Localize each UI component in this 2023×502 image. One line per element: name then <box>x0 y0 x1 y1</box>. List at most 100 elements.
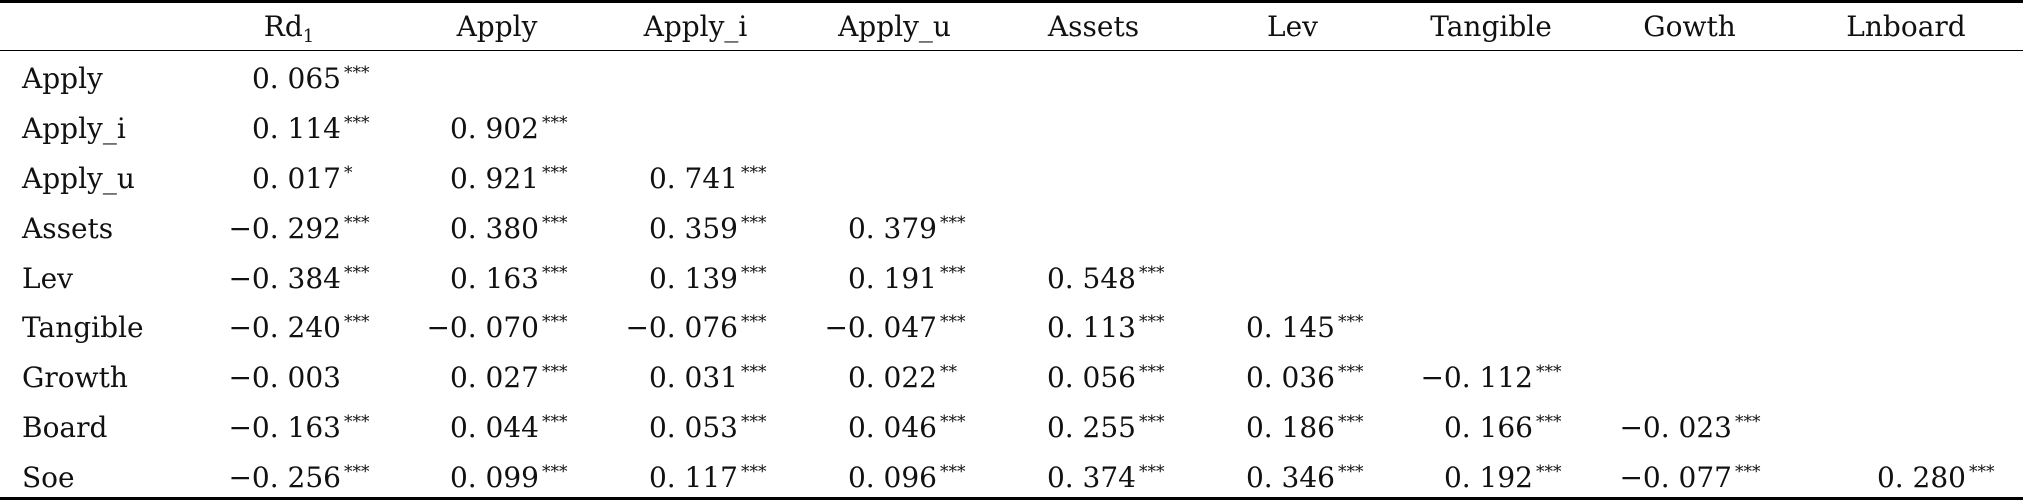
significance-stars: *** <box>344 212 370 233</box>
significance-stars: *** <box>1536 461 1562 482</box>
correlation-cell: 0. 548 *** <box>994 253 1193 303</box>
significance-stars: *** <box>344 63 370 84</box>
correlation-cell: 0. 186 *** <box>1193 403 1392 453</box>
correlation-cell: 0. 114 *** <box>180 104 398 154</box>
significance-stars: *** <box>344 461 370 482</box>
coefficient-value: −0. 256 <box>228 460 341 494</box>
correlation-cell: −0. 070 *** <box>398 303 596 353</box>
coefficient-value: 0. 046 <box>847 410 937 444</box>
coefficient-value: 0. 280 <box>1876 460 1966 494</box>
row-label: Apply_u <box>22 161 135 195</box>
significance-stars: *** <box>344 411 370 432</box>
empty-cell <box>1193 104 1392 154</box>
row-label: Assets <box>22 211 114 245</box>
table-row: Assets −0. 292 *** 0. 380 *** 0. 359 *** 0. 379… <box>0 203 2023 253</box>
correlation-cell: 0. 117 *** <box>596 452 795 502</box>
significance-stars: *** <box>542 411 568 432</box>
coefficient-value: 0. 027 <box>449 361 539 395</box>
header-corner <box>0 3 180 50</box>
table-row: Board −0. 163 *** 0. 044 *** 0. 053 *** 0. 046 *… <box>0 403 2023 453</box>
significance-stars: *** <box>1338 362 1364 383</box>
correlation-cell: 0. 096 *** <box>795 452 994 502</box>
significance-stars: *** <box>542 262 568 283</box>
significance-stars: *** <box>1338 461 1364 482</box>
coefficient-value: 0. 192 <box>1443 460 1533 494</box>
header-cell: Apply_u <box>838 10 951 43</box>
empty-cell <box>1789 50 2023 104</box>
correlation-cell: 0. 031 *** <box>596 353 795 403</box>
significance-stars: *** <box>1536 411 1562 432</box>
coefficient-value: 0. 163 <box>449 261 539 295</box>
correlation-cell: 0. 139 *** <box>596 253 795 303</box>
coefficient-value: 0. 255 <box>1046 410 1136 444</box>
significance-stars: *** <box>344 113 370 134</box>
correlation-cell: 0. 036 *** <box>1193 353 1392 403</box>
empty-cell <box>1789 154 2023 204</box>
header-subscript: 1 <box>302 26 315 47</box>
significance-stars: *** <box>741 461 767 482</box>
empty-cell <box>1590 104 1789 154</box>
coefficient-value: 0. 921 <box>449 161 539 195</box>
correlation-cell: −0. 023 *** <box>1590 403 1789 453</box>
empty-cell <box>795 50 994 104</box>
significance-stars: *** <box>542 212 568 233</box>
correlation-cell: 0. 166 *** <box>1392 403 1590 453</box>
empty-cell <box>994 203 1193 253</box>
correlation-cell: 0. 027 *** <box>398 353 596 403</box>
empty-cell <box>1789 104 2023 154</box>
empty-cell <box>1392 253 1590 303</box>
coefficient-value: 0. 113 <box>1046 311 1136 345</box>
table-top-rule <box>0 0 2023 3</box>
coefficient-value: −0. 112 <box>1420 361 1533 395</box>
empty-cell <box>795 154 994 204</box>
correlation-cell: −0. 112 *** <box>1392 353 1590 403</box>
significance-stars: *** <box>542 113 568 134</box>
table-body: Apply 0. 065 *** Apply_i 0. 114 *** 0. 902 *** A… <box>0 50 2023 502</box>
coefficient-value: 0. 031 <box>648 361 738 395</box>
coefficient-value: −0. 240 <box>228 311 341 345</box>
empty-cell <box>1590 253 1789 303</box>
empty-cell <box>1392 154 1590 204</box>
significance-stars: *** <box>741 262 767 283</box>
correlation-cell: 0. 380 *** <box>398 203 596 253</box>
correlation-cell: 0. 145 *** <box>1193 303 1392 353</box>
header-cell: Apply_i <box>643 10 748 43</box>
significance-stars: *** <box>1338 411 1364 432</box>
empty-cell <box>1392 203 1590 253</box>
coefficient-value: −0. 077 <box>1619 460 1732 494</box>
significance-stars: *** <box>940 212 966 233</box>
significance-stars: *** <box>741 411 767 432</box>
correlation-cell: 0. 022 ** <box>795 353 994 403</box>
empty-cell <box>1590 303 1789 353</box>
coefficient-value: 0. 902 <box>449 112 539 146</box>
correlation-cell: 0. 053 *** <box>596 403 795 453</box>
significance-stars: *** <box>1139 312 1165 333</box>
significance-stars: * <box>344 162 353 183</box>
table-row: Apply_u 0. 017 * 0. 921 *** 0. 741 *** <box>0 154 2023 204</box>
coefficient-value: 0. 359 <box>648 211 738 245</box>
coefficient-value: −0. 292 <box>228 211 341 245</box>
coefficient-value: 0. 186 <box>1245 410 1335 444</box>
correlation-cell: 0. 056 *** <box>994 353 1193 403</box>
correlation-cell: 0. 374 *** <box>994 452 1193 502</box>
coefficient-value: −0. 384 <box>228 261 341 295</box>
table-header-rule <box>0 50 2023 51</box>
empty-cell <box>1392 303 1590 353</box>
coefficient-value: 0. 380 <box>449 211 539 245</box>
coefficient-value: 0. 191 <box>847 261 937 295</box>
coefficient-value: 0. 117 <box>648 460 738 494</box>
correlation-cell: −0. 076 *** <box>596 303 795 353</box>
significance-stars: *** <box>1139 362 1165 383</box>
correlation-cell: 0. 046 *** <box>795 403 994 453</box>
correlation-cell: −0. 384 *** <box>180 253 398 303</box>
empty-cell <box>1193 154 1392 204</box>
coefficient-value: 0. 099 <box>449 460 539 494</box>
coefficient-value: −0. 023 <box>1619 410 1732 444</box>
row-label: Apply_i <box>22 112 126 146</box>
row-label: Soe <box>22 460 75 494</box>
coefficient-value: −0. 163 <box>228 410 341 444</box>
significance-stars: *** <box>1969 461 1995 482</box>
header-row: Rd1 Apply Apply_i Apply_u Assets Lev Tan… <box>0 3 2023 50</box>
correlation-cell: 0. 113 *** <box>994 303 1193 353</box>
